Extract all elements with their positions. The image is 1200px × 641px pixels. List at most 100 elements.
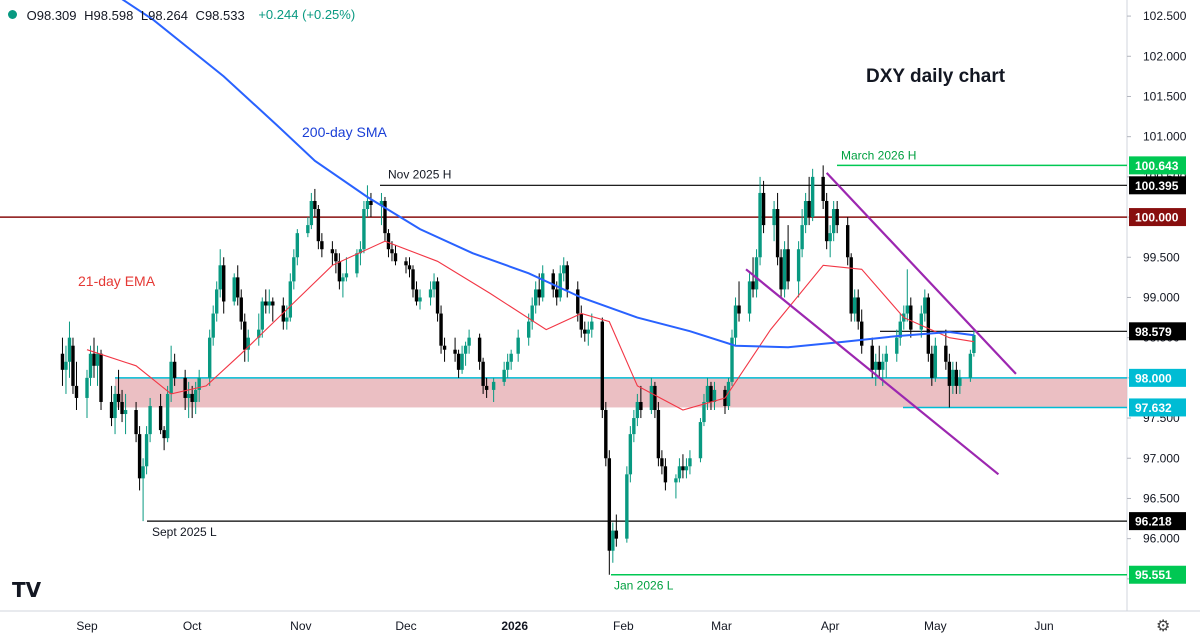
candle — [541, 265, 545, 302]
candle — [923, 289, 927, 322]
candle-body — [758, 192, 762, 258]
price-label-box — [1129, 176, 1186, 195]
chart-title: DXY daily chart — [866, 66, 1006, 87]
candle — [898, 313, 902, 346]
candle-body — [905, 305, 909, 314]
candle — [246, 329, 250, 362]
candle-body — [193, 389, 198, 402]
candle-body — [702, 401, 706, 423]
candle-body — [747, 281, 752, 314]
candle — [222, 257, 226, 314]
candle-body — [260, 301, 264, 330]
candle — [264, 289, 268, 314]
candle — [165, 385, 170, 443]
candle — [796, 241, 801, 298]
candle-body — [484, 385, 489, 390]
ohlc-header: O98.309 H98.598 L98.264 C98.533 +0.244 (… — [8, 6, 355, 23]
candle-body — [306, 225, 310, 234]
candle-body — [779, 257, 783, 290]
candle — [456, 349, 461, 378]
candle-body — [211, 313, 215, 338]
low-value: L98.264 — [140, 7, 188, 23]
candle — [607, 450, 612, 575]
candle-body — [165, 393, 170, 439]
candle-body — [653, 385, 657, 411]
price-label-text: 100.643 — [1135, 159, 1179, 173]
candle-body — [625, 474, 629, 539]
candle-body — [456, 353, 461, 370]
candle — [414, 281, 419, 306]
candle — [271, 297, 275, 322]
candle — [895, 329, 899, 362]
candle-body — [148, 405, 152, 435]
x-tick-label: Apr — [821, 619, 840, 633]
candle-body — [414, 289, 419, 302]
candle — [698, 418, 703, 463]
candle — [835, 200, 839, 234]
ema21-line — [86, 240, 974, 411]
candle — [148, 397, 152, 443]
candle — [218, 249, 222, 298]
settings-gear-icon[interactable]: ⚙ — [1156, 616, 1171, 635]
x-tick-label: Feb — [613, 619, 634, 633]
y-tick-label: 101.500 — [1143, 89, 1187, 103]
candle-body — [313, 200, 317, 210]
candle — [884, 345, 888, 378]
candle-body — [505, 361, 510, 370]
x-tick-label: Nov — [290, 619, 311, 633]
candle-body — [663, 466, 668, 483]
candle — [116, 369, 121, 411]
y-tick-label: 96.500 — [1143, 491, 1180, 505]
candle — [484, 377, 489, 398]
candle — [926, 293, 931, 362]
candle-body — [828, 233, 832, 242]
candle — [183, 369, 187, 411]
candle-body — [579, 313, 583, 330]
change-value: +0.244 (+0.25%) — [258, 7, 356, 23]
x-tick-label: Jun — [1034, 619, 1053, 633]
candle-body — [243, 321, 247, 350]
candle-body — [257, 329, 261, 338]
candle-body — [288, 281, 293, 318]
candle-body — [919, 313, 924, 330]
candle-body — [215, 289, 219, 314]
candle — [158, 393, 163, 435]
price-label-box — [1129, 565, 1186, 584]
candle-body — [754, 257, 759, 290]
candle-body — [341, 277, 345, 282]
candle-body — [824, 200, 829, 242]
candle — [505, 353, 510, 378]
candle-body — [74, 385, 79, 398]
candle — [632, 410, 636, 443]
candle-body — [954, 369, 959, 386]
x-tick-label: Oct — [183, 619, 202, 633]
candle-body — [183, 377, 187, 398]
candle-body — [365, 200, 370, 210]
price-label: 100.395 — [1129, 176, 1186, 195]
candle — [295, 229, 300, 266]
candle — [215, 281, 219, 322]
price-label-box — [1129, 512, 1186, 531]
candle-body — [877, 361, 881, 370]
candle — [428, 281, 433, 306]
candle — [800, 209, 804, 258]
candle-body — [761, 192, 766, 226]
candle — [369, 192, 373, 218]
candle-body — [600, 321, 605, 411]
candle-body — [334, 253, 338, 262]
price-label: 95.551 — [1129, 565, 1186, 584]
tradingview-logo-icon[interactable]: TV — [12, 578, 42, 602]
candle-body — [453, 349, 457, 354]
candle — [663, 458, 668, 491]
candle-body — [810, 176, 815, 218]
candle — [681, 454, 685, 479]
candle — [383, 196, 387, 242]
candle-body — [845, 225, 850, 258]
candle — [803, 192, 808, 234]
candle-body — [481, 361, 485, 386]
candle — [467, 329, 471, 354]
candle — [60, 337, 65, 386]
